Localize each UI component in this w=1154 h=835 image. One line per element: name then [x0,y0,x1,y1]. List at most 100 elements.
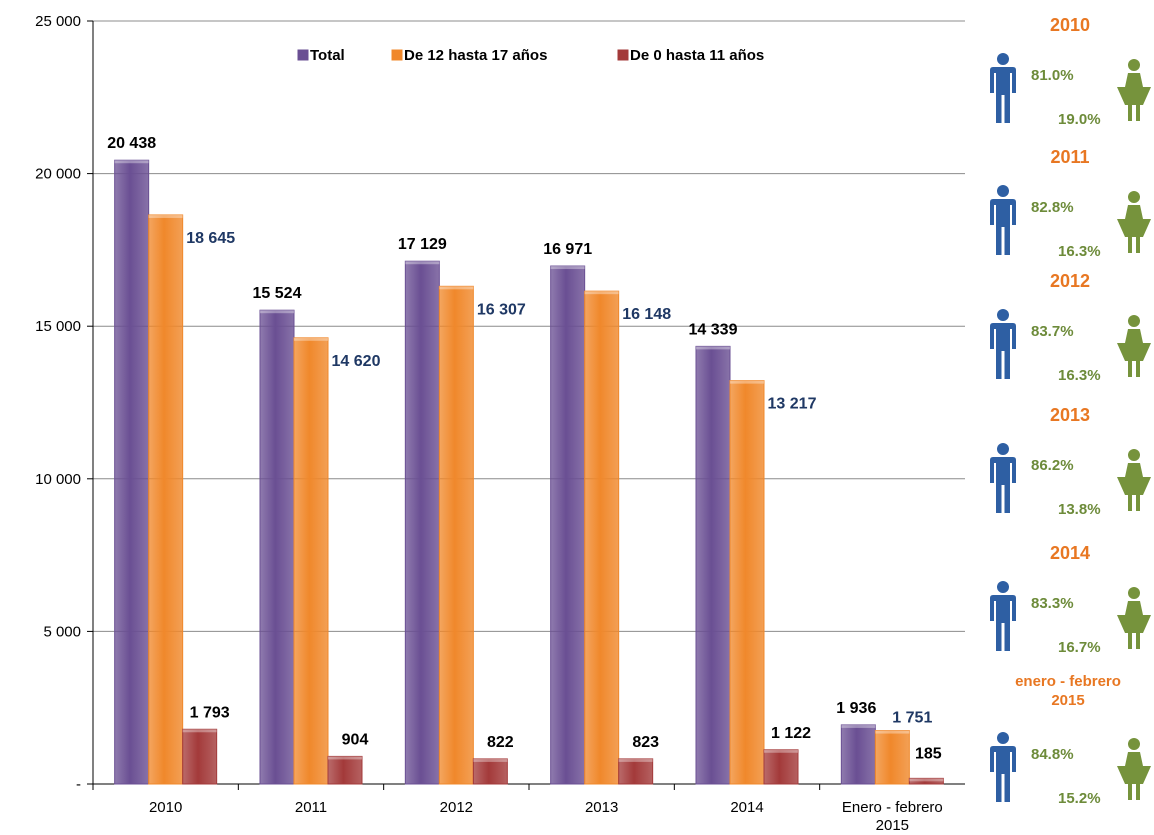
bar-cap [473,758,508,762]
legend-label: Total [310,47,345,64]
male-icon [990,732,1016,807]
bar-0-11 [618,758,654,785]
male-icon [990,53,1016,128]
male-percent: 86.2% [1031,457,1074,474]
female-percent: 13.8% [1058,501,1101,518]
bar-cap [405,261,440,265]
gender-year-label: 2010 [1049,15,1091,35]
bar-total [114,159,150,785]
bar-cap [260,310,294,314]
gender-year-label: 2013 [1049,405,1091,425]
x-tick-label: 2013 [585,799,618,816]
bar-total [259,309,295,785]
female-percent: 16.3% [1058,243,1101,260]
bar-total [404,260,440,785]
data-label: 16 307 [477,301,526,318]
bar-cap [584,291,619,295]
bar-0-11 [763,749,799,785]
data-label: 185 [915,745,942,762]
y-tick-label: 10 000 [35,471,81,488]
male-icon [990,443,1016,518]
bar-total [550,265,586,785]
bar-cap [909,778,944,782]
bar-cap [618,758,653,762]
legend-swatch [297,49,309,61]
data-label: 14 339 [689,321,738,338]
male-percent: 83.7% [1031,323,1074,340]
bar-12-17 [293,337,329,785]
bar-cap [550,266,585,270]
female-icon [1117,587,1151,654]
bar-cap [764,749,798,753]
female-icon [1117,738,1151,805]
bar-cap [294,337,328,341]
gender-year-label: 2014 [1049,543,1091,563]
bar-cap [114,160,149,164]
data-label: 904 [342,731,369,748]
bar-12-17 [584,290,620,785]
data-label: 20 438 [107,135,156,152]
bar-12-17 [729,380,765,785]
female-percent: 19.0% [1058,111,1101,128]
data-label: 1 793 [190,704,230,721]
data-label: 823 [632,734,659,751]
data-label: 1 751 [892,710,932,727]
bar-0-11 [908,777,944,785]
female-percent: 16.3% [1058,367,1101,384]
x-tick-label: 2010 [149,799,182,816]
data-label: 16 148 [622,306,671,323]
female-icon [1117,449,1151,516]
legend-swatch [617,49,629,61]
bar-cap [696,346,730,350]
bar-cap [148,214,183,218]
y-tick-label: 5 000 [43,623,81,640]
bar-cap [875,730,910,734]
bar-cap [730,380,764,384]
male-icon [990,581,1016,656]
x-tick-label: 2012 [440,799,473,816]
bar-cap [182,729,217,733]
bar-cap [328,756,362,760]
bar-cap [439,286,474,290]
bar-0-11 [472,758,508,785]
male-percent: 83.3% [1031,595,1074,612]
data-label: 14 620 [332,353,381,370]
bar-0-11 [327,755,363,785]
male-percent: 84.8% [1031,746,1074,763]
data-label: 15 524 [253,285,302,302]
gender-year-label: 2012 [1049,271,1091,291]
male-icon [990,309,1016,384]
gender-year-label: enero - febrero 2015 [1015,673,1121,709]
female-icon [1117,191,1151,258]
bar-12-17 [874,730,910,785]
data-label: 1 122 [771,725,811,742]
bar-12-17 [148,214,184,785]
legend-label: De 12 hasta 17 años [404,47,547,64]
female-percent: 16.7% [1058,639,1101,656]
y-tick-label: 15 000 [35,318,81,335]
bar-total [695,345,731,785]
bar-12-17 [438,285,474,785]
y-tick-label: 25 000 [35,13,81,30]
bar-0-11 [182,728,218,785]
bar-cap [841,724,876,728]
legend-swatch [391,49,403,61]
data-label: 16 971 [543,241,592,258]
female-percent: 15.2% [1058,790,1101,807]
male-percent: 82.8% [1031,199,1074,216]
bar-total [840,724,876,785]
gender-year-label: 2011 [1050,147,1090,167]
data-label: 13 217 [768,396,817,413]
data-label: 18 645 [186,230,235,247]
legend-label: De 0 hasta 11 años [630,47,764,64]
x-tick-label: Enero - febrero [842,799,943,816]
y-tick-label: - [76,776,81,793]
male-icon [990,185,1016,260]
data-label: 17 129 [398,236,447,253]
x-tick-label: 2011 [295,799,327,816]
bar-chart: - 5 000 10 000 15 000 20 000 25 000 2010 20 438… [35,13,965,834]
female-icon [1117,315,1151,382]
y-tick-label: 20 000 [35,166,81,183]
female-icon [1117,59,1151,126]
male-percent: 81.0% [1031,67,1074,84]
